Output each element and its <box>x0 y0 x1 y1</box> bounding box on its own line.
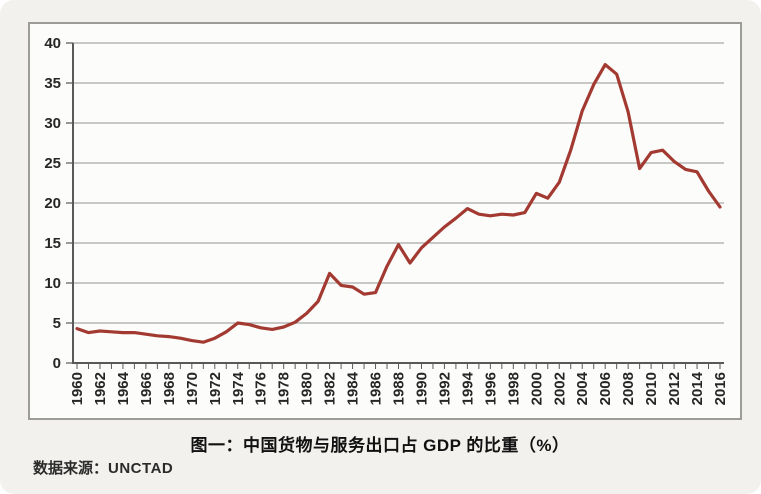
x-tick-label: 2008 <box>620 372 637 405</box>
x-tick-label: 1982 <box>322 372 339 405</box>
data-source-label: 数据来源： <box>33 461 109 477</box>
x-tick-label: 1988 <box>391 372 408 405</box>
data-source: 数据来源：UNCTAD <box>33 457 173 478</box>
x-tick-label: 1984 <box>345 371 362 405</box>
x-tick-label: 1998 <box>505 372 522 405</box>
x-tick-label: 1972 <box>207 372 224 405</box>
x-tick-label: 1990 <box>413 372 430 405</box>
y-tick-label: 0 <box>53 355 61 372</box>
x-tick-label: 1980 <box>299 372 316 405</box>
y-tick-label: 15 <box>44 235 61 252</box>
y-tick-label: 35 <box>44 75 61 92</box>
x-tick-label: 1974 <box>230 371 247 405</box>
x-tick-label: 1992 <box>436 372 453 405</box>
x-tick-label: 2000 <box>528 372 545 405</box>
x-tick-label: 2016 <box>712 372 729 405</box>
x-tick-label: 2012 <box>666 372 683 405</box>
data-source-value: UNCTAD <box>108 460 174 477</box>
y-tick-label: 5 <box>53 315 61 332</box>
x-tick-label: 1964 <box>115 371 132 405</box>
y-tick-label: 30 <box>44 115 61 132</box>
x-tick-label: 1994 <box>459 371 476 405</box>
y-tick-label: 25 <box>44 155 61 172</box>
y-tick-label: 40 <box>44 35 61 52</box>
x-tick-label: 2010 <box>643 372 660 405</box>
x-tick-label: 1970 <box>184 372 201 405</box>
x-tick-label: 1960 <box>69 372 86 405</box>
chart-title: 图一：中国货物与服务出口占 GDP 的比重（%） <box>190 436 570 455</box>
x-tick-label: 1986 <box>368 372 385 405</box>
x-tick-label: 2006 <box>597 372 614 405</box>
x-tick-label: 2004 <box>574 371 591 405</box>
y-tick-label: 10 <box>44 275 61 292</box>
x-tick-label: 1976 <box>253 372 270 405</box>
x-tick-label: 1962 <box>92 372 109 405</box>
x-tick-label: 1978 <box>276 372 293 405</box>
x-tick-label: 1996 <box>482 372 499 405</box>
x-tick-label: 1968 <box>161 372 178 405</box>
data-series-line <box>75 62 722 344</box>
y-tick-label: 20 <box>44 195 61 212</box>
x-tick-label: 2002 <box>551 372 568 405</box>
x-tick-label: 1966 <box>138 372 155 405</box>
x-tick-label: 2014 <box>689 371 706 405</box>
